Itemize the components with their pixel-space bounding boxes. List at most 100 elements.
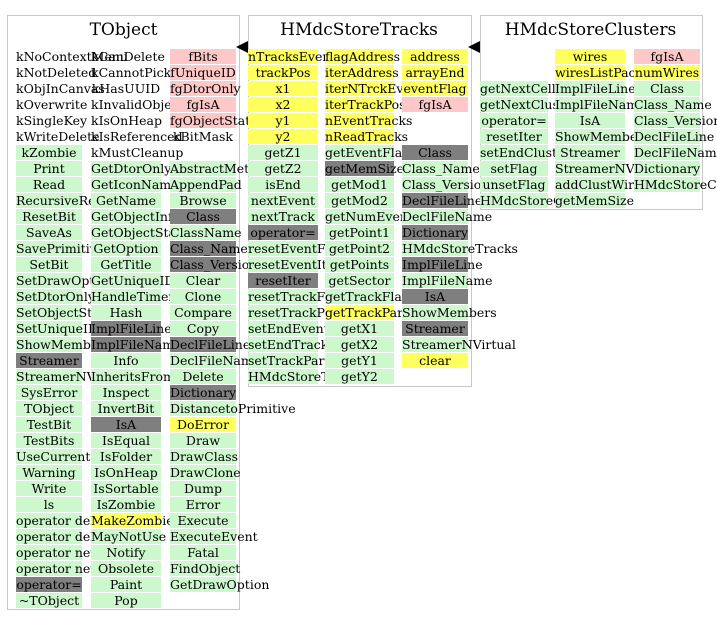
member-tobject: TObject [16, 401, 82, 416]
member-dictionary: Dictionary [170, 385, 237, 400]
member-notify: Notify [91, 545, 161, 560]
member-arrayend: arrayEnd [402, 65, 468, 80]
member-setobjectstat: SetObjectStat [16, 305, 105, 320]
member-fatal: Fatal [170, 545, 236, 560]
member-getpoints: getPoints [325, 257, 394, 272]
member-setbit: SetBit [16, 257, 82, 272]
member-inspect: Inspect [91, 385, 161, 400]
member-setendevent: setEndEvent [248, 321, 329, 336]
member-compare: Compare [170, 305, 236, 320]
member-streamer: Streamer [555, 145, 625, 160]
member-streamer: Streamer [16, 353, 82, 368]
member-gettrackpar: getTrackPar [325, 305, 404, 320]
member-invertbit: InvertBit [91, 401, 161, 416]
member-resetiter: resetIter [248, 273, 318, 288]
member-operator-new: operator new[] [16, 561, 111, 576]
member-reseteventiter: resetEventIter [248, 257, 341, 272]
member-kisonheap: kIsOnHeap [91, 113, 162, 128]
member-implfileline: ImplFileLine [555, 81, 636, 96]
member-kmustcleanup: kMustCleanup [91, 145, 184, 160]
member-drawclass: DrawClass [170, 449, 238, 464]
member-wireslistpack: wiresListPack [555, 65, 644, 80]
member-distancetoprimitive: DistancetoPrimitive [170, 401, 296, 416]
member-neventtracks: nEventTracks [325, 113, 413, 128]
member-streamer: Streamer [402, 321, 468, 336]
member-usecurrentstyle: UseCurrentStyle [16, 449, 123, 464]
member-appendpad: AppendPad [170, 177, 242, 192]
member-fgisa: fgIsA [634, 49, 700, 64]
member-hash: Hash [91, 305, 161, 320]
member-isa: IsA [402, 289, 468, 304]
inheritance-arrow-to-hmdcstoretracks [468, 41, 480, 53]
member-getz1: getZ1 [248, 145, 318, 160]
member-abstractmethod: AbstractMethod [170, 161, 273, 176]
member-getx1: getX1 [325, 321, 394, 336]
member-nexttrack: nextTrack [248, 209, 318, 224]
member-class-name: Class_Name [402, 161, 480, 176]
member-gettrackflag: getTrackFlag [325, 289, 410, 304]
member-declfilename: DeclFileName [402, 209, 493, 224]
member-isequal: IsEqual [91, 433, 161, 448]
member-kcandelete: kCanDelete [91, 49, 165, 64]
member-x1: x1 [248, 81, 318, 96]
member-maynotuse: MayNotUse [91, 529, 167, 544]
member-paint: Paint [91, 577, 161, 592]
member-class-name: Class_Name [170, 241, 248, 256]
member-tobject: ~TObject [16, 593, 82, 608]
member-isfolder: IsFolder [91, 449, 161, 464]
member-setdtoronly: SetDtorOnly [16, 289, 95, 304]
member-setendtrack: setEndTrack [248, 337, 329, 352]
member-address: address [402, 49, 468, 64]
member-getdrawoption: GetDrawOption [170, 577, 270, 592]
member-clone: Clone [170, 289, 236, 304]
member-delete: Delete [170, 369, 236, 384]
member-hmdcstoretracks: HMdcStoreTracks [248, 369, 364, 384]
member-getpoint1: getPoint1 [325, 225, 394, 240]
member-testbit: TestBit [16, 417, 82, 432]
member-doerror: DoError [170, 417, 236, 432]
member-getmemsize: getMemSize [325, 161, 405, 176]
member-operator: operator= [16, 577, 82, 592]
member-copy: Copy [170, 321, 236, 336]
member-resetiter: resetIter [480, 129, 548, 144]
member-getdtoronly: GetDtorOnly [91, 161, 172, 176]
member-getx2: getX2 [325, 337, 394, 352]
member-obsolete: Obsolete [91, 561, 161, 576]
member-hmdcstoreclusters: HMdcStoreClusters [634, 177, 717, 192]
member-declfileline: DeclFileLine [170, 337, 251, 352]
member-setendcluster: setEndCluster [480, 145, 571, 160]
member-fbits: fBits [170, 49, 236, 64]
member-trackpos: trackPos [248, 65, 318, 80]
member-numwires: numWires [634, 65, 700, 80]
member-hmdcstoreclusters: HMdcStoreClusters [480, 193, 607, 208]
member-iszombie: IsZombie [91, 497, 161, 512]
member-kwritedelete: kWriteDelete [16, 129, 100, 144]
class-title-hmdcstoretracks: HMdcStoreTracks [280, 20, 438, 40]
member-streamernvirtual: StreamerNVirtual [402, 337, 516, 352]
member-knotdeleted: kNotDeleted [16, 65, 97, 80]
member-dictionary: Dictionary [634, 161, 701, 176]
member-ksinglekey: kSingleKey [16, 113, 88, 128]
member-x2: x2 [248, 97, 318, 112]
member-getname: GetName [91, 193, 161, 208]
member-findobject: FindObject [170, 561, 241, 576]
member-execute: Execute [170, 513, 236, 528]
member-y2: y2 [248, 129, 318, 144]
member-reseteventflag: resetEventFlag [248, 241, 345, 256]
member-iterntrckev: iterNTrckEv [325, 81, 404, 96]
member-ls: ls [16, 497, 82, 512]
member-declfilename: DeclFileName [170, 353, 261, 368]
member-isa: IsA [555, 113, 625, 128]
member-read: Read [16, 177, 82, 192]
member-implfileline: ImplFileLine [91, 321, 172, 336]
member-handletimer: HandleTimer [91, 289, 175, 304]
member-gety2: getY2 [325, 369, 394, 384]
class-title-hmdcstoreclusters: HMdcStoreClusters [504, 20, 677, 40]
member-warning: Warning [16, 465, 82, 480]
member-wires: wires [555, 49, 625, 64]
member-kisreferenced: kIsReferenced [91, 129, 183, 144]
member-geticonname: GetIconName [91, 177, 179, 192]
member-kobjincanvas: kObjInCanvas [16, 81, 105, 96]
member-class: Class [634, 81, 700, 96]
member-kbitmask: kBitMask [172, 129, 234, 144]
